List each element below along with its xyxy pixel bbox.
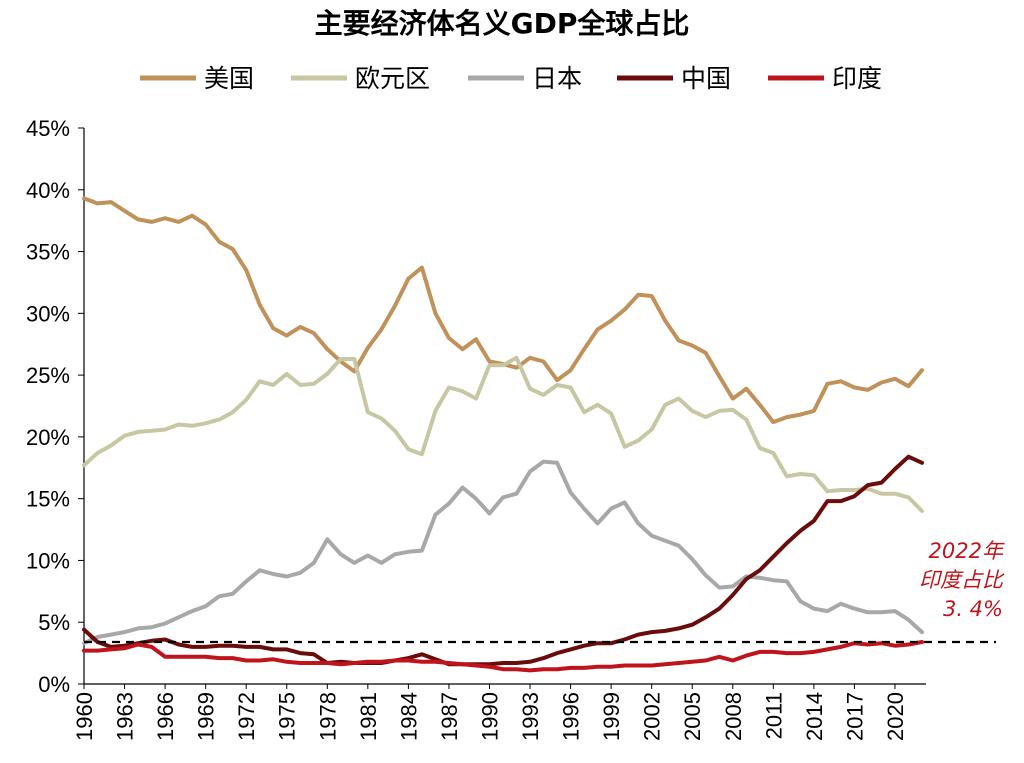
y-tick-label: 40% (26, 178, 70, 203)
x-tick-label: 1990 (477, 692, 502, 741)
series-line-中国 (82, 454, 924, 667)
legend-label: 美国 (204, 64, 254, 93)
x-tick-label: 2008 (721, 692, 746, 741)
x-tick-label: 2011 (761, 692, 786, 739)
legend: 美国 欧元区 日本 中国 印度 (140, 64, 882, 93)
series-line-美国 (82, 196, 924, 425)
legend-label: 中国 (681, 64, 731, 93)
chart-title: 主要经济体名义GDP全球占比 (315, 7, 690, 40)
x-tick-label: 1960 (72, 692, 97, 741)
x-tick-label: 1987 (437, 692, 462, 741)
y-tick-label: 20% (26, 425, 70, 450)
legend-item-美国: 美国 (140, 64, 254, 93)
series-line-印度 (82, 640, 924, 673)
annotation: 2022年 印度占比 3. 4% (919, 539, 1005, 621)
x-tick-label: 1984 (396, 692, 421, 741)
legend-label: 印度 (832, 64, 882, 93)
annotation-line-2: 印度占比 (919, 568, 1005, 592)
x-tick-label: 1966 (153, 692, 178, 741)
x-tick-label: 1972 (234, 692, 259, 741)
y-tick-label: 0% (38, 672, 70, 697)
x-tick-label: 2005 (680, 692, 705, 741)
legend-item-日本: 日本 (468, 64, 582, 93)
y-tick-label: 5% (38, 610, 70, 635)
y-tick-label: 45% (26, 116, 70, 141)
legend-item-欧元区: 欧元区 (291, 64, 430, 93)
x-tick-label: 2014 (802, 692, 827, 741)
x-tick-label: 2002 (640, 692, 665, 741)
x-tick-label: 1999 (599, 692, 624, 741)
annotation-line-1: 2022年 (929, 539, 1005, 563)
series-group (82, 196, 996, 673)
y-tick-label: 25% (26, 363, 70, 388)
x-tick-label: 1993 (518, 692, 543, 741)
x-tick-label: 1978 (315, 692, 340, 741)
x-tick-label: 1969 (194, 692, 219, 741)
axes: 0% 5% 10% 15% 20% 25% 30% 35% 40% 45% 1960 1963 1966… (26, 116, 926, 741)
y-tick-label: 35% (26, 240, 70, 265)
x-tick-label: 2020 (883, 692, 908, 741)
legend-label: 日本 (532, 64, 582, 93)
series-line-日本 (82, 459, 924, 646)
x-tick-label: 1981 (356, 692, 381, 741)
y-tick-label: 30% (26, 301, 70, 326)
legend-label: 欧元区 (355, 64, 430, 93)
annotation-line-3: 3. 4% (943, 597, 1003, 621)
x-tick-label: 1996 (559, 692, 584, 741)
y-tick-label: 10% (26, 548, 70, 573)
x-tick-label: 1963 (113, 692, 138, 741)
y-tick-label: 15% (26, 487, 70, 512)
legend-item-印度: 印度 (768, 64, 882, 93)
x-tick-label: 2017 (842, 692, 867, 741)
series-line-欧元区 (82, 355, 924, 513)
x-tick-label: 1975 (275, 692, 300, 741)
legend-item-中国: 中国 (617, 64, 731, 93)
